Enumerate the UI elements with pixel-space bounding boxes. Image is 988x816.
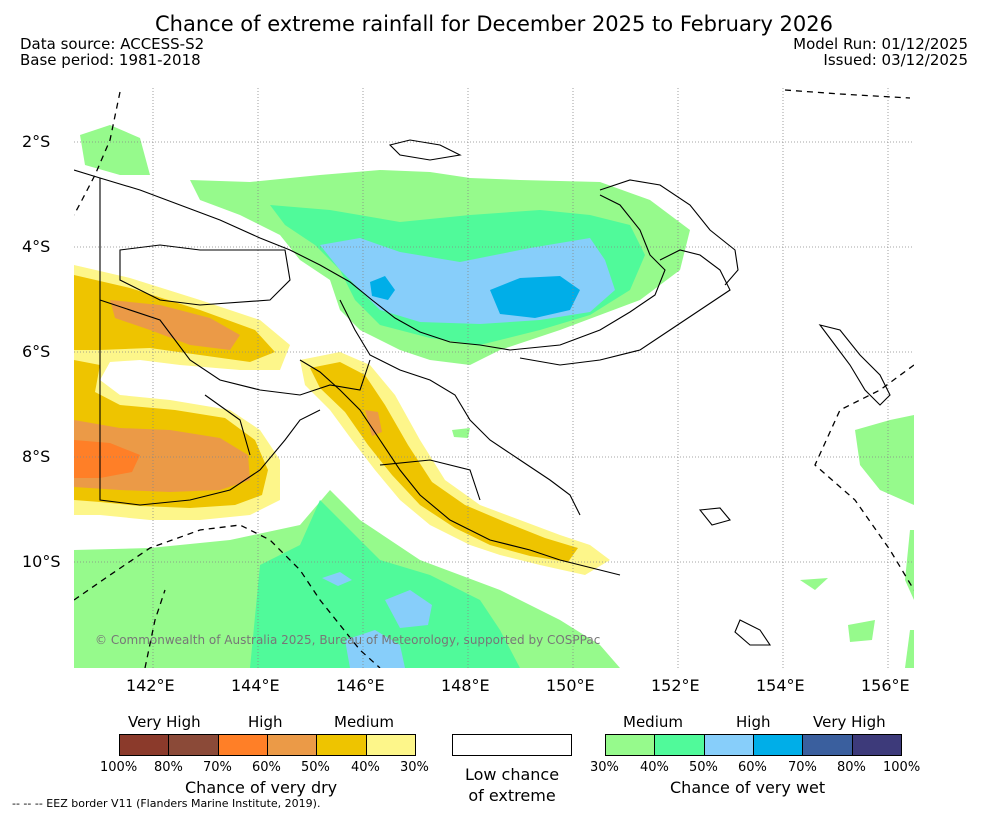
lat-label-6s: 6°S xyxy=(22,342,51,361)
wet-legend-title: Chance of very wet xyxy=(670,778,826,797)
dry-legend-title: Chance of very dry xyxy=(185,778,338,797)
wet-pct-100: 100% xyxy=(883,760,921,775)
dry-swatch-6 xyxy=(365,735,415,755)
dry-pct-70: 70% xyxy=(203,760,232,775)
wet-swatch-3 xyxy=(703,735,753,755)
wet-swatch-4 xyxy=(752,735,803,755)
low-chance-swatch xyxy=(452,734,572,756)
eez-borders xyxy=(74,89,914,668)
lon-label-154e: 154°E xyxy=(756,676,805,695)
wet-colorbar xyxy=(605,734,902,756)
copyright-notice: © Commonwealth of Australia 2025, Bureau… xyxy=(95,633,601,647)
wet-cat-medium: Medium xyxy=(623,713,683,731)
dry-pct-50: 50% xyxy=(301,760,330,775)
wet-shading xyxy=(74,125,914,668)
lon-label-152e: 152°E xyxy=(651,676,700,695)
lat-label-2s: 2°S xyxy=(22,132,51,151)
dry-swatch-5 xyxy=(316,735,366,755)
model-run: Model Run: 01/12/2025 xyxy=(793,35,968,53)
issued-date: Issued: 03/12/2025 xyxy=(823,51,968,69)
dry-pct-100: 100% xyxy=(100,760,138,775)
lat-label-8s: 8°S xyxy=(22,447,51,466)
base-period: Base period: 1981-2018 xyxy=(20,51,201,69)
data-source: Data source: ACCESS-S2 xyxy=(20,35,205,53)
wet-pct-80: 80% xyxy=(837,760,866,775)
wet-pct-70: 70% xyxy=(788,760,817,775)
lon-label-144e: 144°E xyxy=(231,676,280,695)
low-chance-line1: Low chance xyxy=(464,765,560,784)
wet-pct-30: 30% xyxy=(590,760,619,775)
dry-colorbar xyxy=(119,734,416,756)
lon-label-150e: 150°E xyxy=(546,676,595,695)
dry-cat-medium: Medium xyxy=(334,713,394,731)
lon-label-156e: 156°E xyxy=(861,676,910,695)
graticule xyxy=(74,88,914,668)
wet-swatch-2 xyxy=(654,735,704,755)
wet-swatch-6 xyxy=(851,735,901,755)
wet-swatch-1 xyxy=(606,735,655,755)
meta-right: Model Run: 01/12/2025 Issued: 03/12/2025 xyxy=(793,36,968,68)
dry-pct-60: 60% xyxy=(252,760,281,775)
lat-label-10s: 10°S xyxy=(22,552,61,571)
wet-cat-high: High xyxy=(736,713,771,731)
wet-cat-very-high: Very High xyxy=(813,713,886,731)
dry-pct-80: 80% xyxy=(154,760,183,775)
low-chance-label: Low chance of extreme xyxy=(452,764,572,806)
wet-swatch-5 xyxy=(802,735,852,755)
dry-swatch-3 xyxy=(217,735,267,755)
map-title: Chance of extreme rainfall for December … xyxy=(155,12,833,36)
dry-cat-very-high: Very High xyxy=(128,713,201,731)
coastlines xyxy=(74,139,891,646)
dry-swatch-4 xyxy=(266,735,317,755)
dry-pct-30: 30% xyxy=(400,760,429,775)
map-area xyxy=(74,88,914,668)
wet-pct-50: 50% xyxy=(689,760,718,775)
lat-label-4s: 4°S xyxy=(22,237,51,256)
wet-pct-60: 60% xyxy=(738,760,767,775)
low-chance-line2: of extreme xyxy=(468,786,556,805)
dry-cat-high: High xyxy=(248,713,283,731)
dry-shading xyxy=(74,265,610,575)
dry-swatch-2 xyxy=(168,735,218,755)
lon-label-146e: 146°E xyxy=(336,676,385,695)
wet-pct-40: 40% xyxy=(640,760,669,775)
meta-left: Data source: ACCESS-S2 Base period: 1981… xyxy=(20,36,204,68)
lon-label-142e: 142°E xyxy=(126,676,175,695)
dry-pct-40: 40% xyxy=(351,760,380,775)
eez-footnote: -- -- -- EEZ border V11 (Flanders Marine… xyxy=(12,797,321,810)
dry-swatch-1 xyxy=(120,735,169,755)
lon-label-148e: 148°E xyxy=(441,676,490,695)
